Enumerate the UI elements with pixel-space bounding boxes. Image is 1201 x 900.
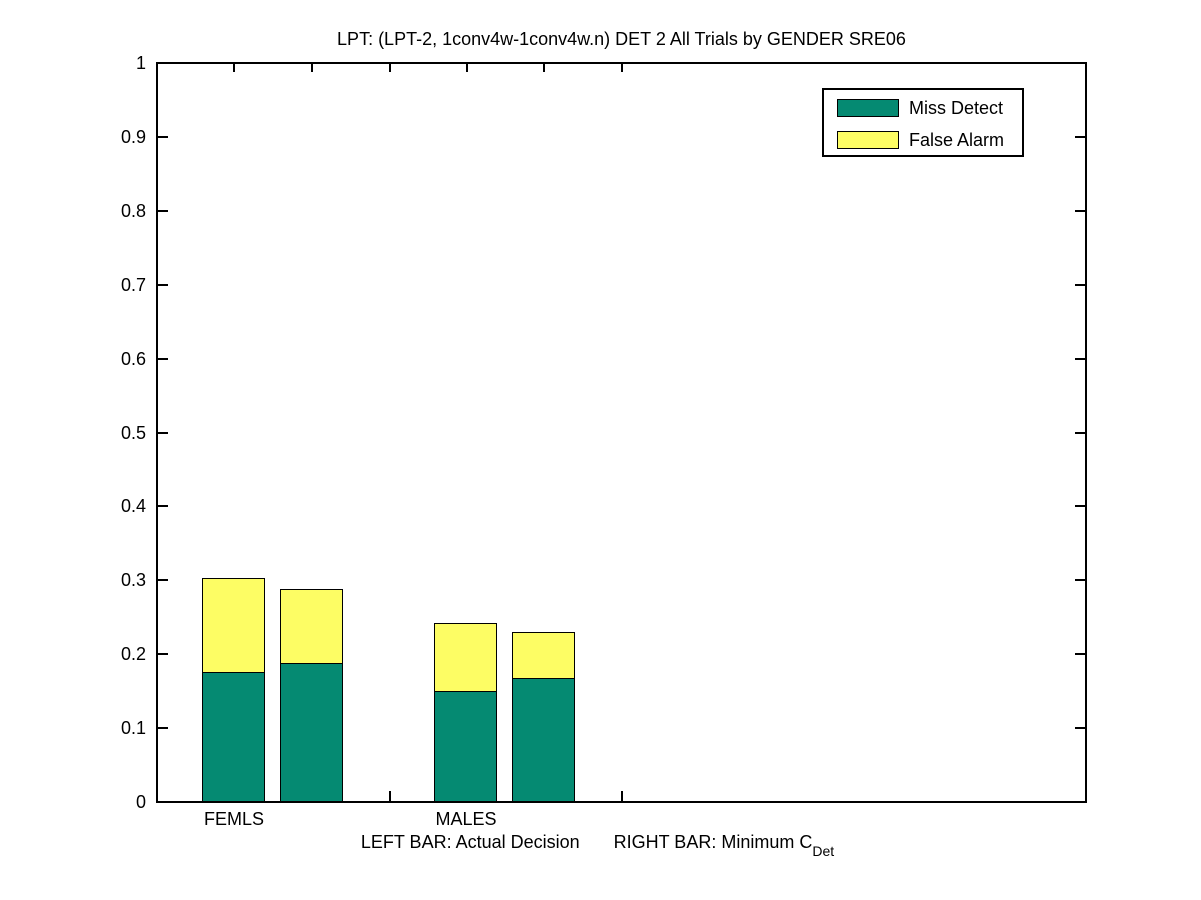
x-category-label: MALES [435, 809, 497, 829]
y-tick-label: 0.1 [120, 718, 146, 738]
y-tick-label: 0.6 [120, 349, 146, 369]
y-tick-label: 0.8 [120, 201, 146, 221]
plot-axes-box [156, 62, 1087, 803]
y-tick-label: 0.7 [120, 275, 146, 295]
chart-title: LPT: (LPT-2, 1conv4w-1conv4w.n) DET 2 Al… [337, 29, 906, 49]
y-tick-label: 1 [135, 53, 146, 73]
legend-swatch-miss-detect [837, 99, 899, 117]
right-bar-note-subscript: Det [812, 843, 835, 859]
y-tick-label: 0 [135, 792, 146, 812]
y-tick-label: 0.4 [120, 496, 146, 516]
legend-label-false-alarm: False Alarm [909, 130, 1005, 150]
legend-swatch-false-alarm [837, 131, 899, 149]
right-bar-note: RIGHT BAR: Minimum C [613, 832, 813, 852]
y-tick-label: 0.9 [120, 127, 146, 147]
left-bar-note: LEFT BAR: Actual Decision [360, 832, 580, 852]
y-tick-label: 0.2 [120, 644, 146, 664]
y-tick-label: 0.3 [120, 570, 146, 590]
x-category-label: FEMLS [203, 809, 265, 829]
bar-semantics-note: LEFT BAR: Actual Decision RIGHT BAR: Min… [133, 831, 1062, 859]
legend-label-miss-detect: Miss Detect [909, 98, 1004, 118]
y-tick-label: 0.5 [120, 423, 146, 443]
legend-box: Miss Detect False Alarm [822, 88, 1024, 157]
